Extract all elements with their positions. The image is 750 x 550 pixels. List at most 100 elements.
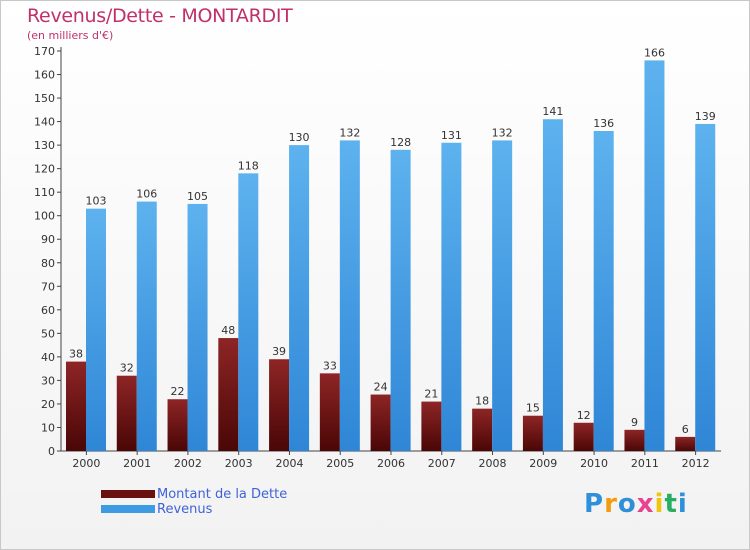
data-labels: 38 32 22 48 39 33 24 21 18 15 12 9 6 103 106 105 118 130 1…	[69, 46, 716, 435]
y-tick-label: 70	[41, 280, 55, 293]
bar-revenus	[441, 142, 462, 451]
x-tick-label: 2008	[479, 457, 507, 470]
data-label-dette: 21	[424, 388, 438, 401]
data-label-revenus: 128	[390, 136, 411, 149]
data-label-dette: 12	[577, 409, 591, 422]
bar-dette	[573, 422, 594, 451]
bar-revenus	[289, 145, 310, 451]
logo-letter: o	[617, 489, 637, 519]
y-axis: 0 10 20 30 40 50 60 70 80 90 100 110 120 130 140 150 160…	[34, 45, 62, 458]
y-tick-label: 10	[41, 421, 55, 434]
chart-title: Revenus/Dette - MONTARDIT	[27, 5, 293, 27]
y-tick-label: 90	[41, 233, 55, 246]
proxiti-logo: Proxiti	[584, 489, 688, 519]
data-label-dette: 39	[272, 345, 286, 358]
logo-letter: t	[664, 489, 678, 519]
x-tick-label: 2011	[631, 457, 659, 470]
bar-revenus	[593, 131, 614, 451]
logo-letter: r	[604, 489, 618, 519]
logo-letter: i	[677, 489, 688, 519]
x-tick-label: 2005	[326, 457, 354, 470]
bar-revenus	[86, 208, 106, 451]
x-tick-label: 2010	[580, 457, 608, 470]
y-tick-label: 140	[34, 116, 55, 129]
bar-dette	[66, 361, 86, 451]
data-label-dette: 24	[374, 381, 388, 394]
bar-revenus	[339, 140, 360, 452]
data-label-dette: 33	[323, 359, 337, 372]
bar-revenus	[136, 201, 157, 451]
data-label-revenus: 130	[289, 131, 310, 144]
data-label-revenus: 118	[238, 159, 259, 172]
data-label-revenus: 106	[136, 188, 157, 201]
y-tick-label: 50	[41, 327, 55, 340]
data-label-revenus: 131	[441, 129, 462, 142]
x-tick-label: 2001	[123, 457, 151, 470]
bar-dette	[370, 394, 391, 451]
x-tick-label: 2003	[225, 457, 253, 470]
legend-swatch-dette	[101, 490, 155, 498]
y-tick-label: 160	[34, 69, 55, 82]
data-label-dette: 22	[171, 385, 185, 398]
bar-dette	[116, 375, 137, 451]
y-tick-label: 120	[34, 163, 55, 176]
legend-label-dette: Montant de la Dette	[157, 487, 288, 502]
data-label-revenus: 132	[492, 126, 513, 139]
bar-dette	[167, 399, 188, 451]
x-tick-label: 2009	[529, 457, 557, 470]
logo-letter: P	[584, 489, 605, 519]
x-tick-label: 2004	[275, 457, 303, 470]
y-tick-label: 110	[34, 186, 55, 199]
bar-dette	[319, 373, 340, 451]
data-label-revenus: 105	[187, 190, 208, 203]
bars	[66, 60, 716, 452]
y-tick-label: 40	[41, 351, 55, 364]
data-label-revenus: 136	[593, 117, 614, 130]
x-tick-label: 2002	[174, 457, 202, 470]
y-tick-label: 150	[34, 92, 55, 105]
data-label-dette: 18	[475, 395, 489, 408]
y-tick-label: 80	[41, 257, 55, 270]
data-label-dette: 32	[120, 362, 134, 375]
y-tick-label: 20	[41, 398, 55, 411]
bar-revenus	[644, 60, 665, 451]
data-label-revenus: 141	[542, 105, 563, 118]
x-tick-label: 2012	[682, 457, 710, 470]
data-label-dette: 15	[526, 402, 540, 415]
x-tick-label: 2006	[377, 457, 405, 470]
data-label-dette: 38	[69, 348, 83, 361]
data-label-dette: 9	[631, 416, 638, 429]
data-label-revenus: 139	[695, 110, 716, 123]
legend-swatch-revenus	[101, 505, 155, 513]
x-tick-label: 2007	[428, 457, 456, 470]
data-label-revenus: 103	[86, 195, 107, 208]
x-axis: 2000 2001 2002 2003 2004 2005 2006 2007 2008 2009…	[61, 450, 721, 470]
chart-subtitle: (en milliers d'€)	[27, 29, 114, 42]
data-label-dette: 6	[682, 423, 689, 436]
legend-label-revenus: Revenus	[157, 502, 213, 517]
y-tick-label: 130	[34, 139, 55, 152]
data-label-revenus: 132	[339, 126, 360, 139]
bar-revenus	[542, 119, 563, 451]
bar-dette	[675, 436, 696, 451]
logo-letter: i	[654, 489, 665, 519]
bar-dette	[522, 415, 543, 451]
bar-revenus	[390, 149, 411, 451]
bar-dette	[624, 429, 645, 451]
x-tick-label: 2000	[72, 457, 100, 470]
y-tick-label: 60	[41, 304, 55, 317]
y-tick-label: 30	[41, 374, 55, 387]
bar-revenus	[238, 173, 259, 451]
bar-revenus	[187, 203, 208, 451]
y-tick-label: 0	[48, 445, 55, 458]
bar-revenus	[492, 140, 513, 452]
bar-revenus	[695, 123, 716, 452]
y-tick-label: 170	[34, 45, 55, 58]
bar-dette	[218, 338, 239, 451]
bar-dette	[421, 401, 442, 451]
data-label-dette: 48	[221, 324, 235, 337]
y-tick-label: 100	[34, 210, 55, 223]
bar-dette	[269, 359, 290, 451]
